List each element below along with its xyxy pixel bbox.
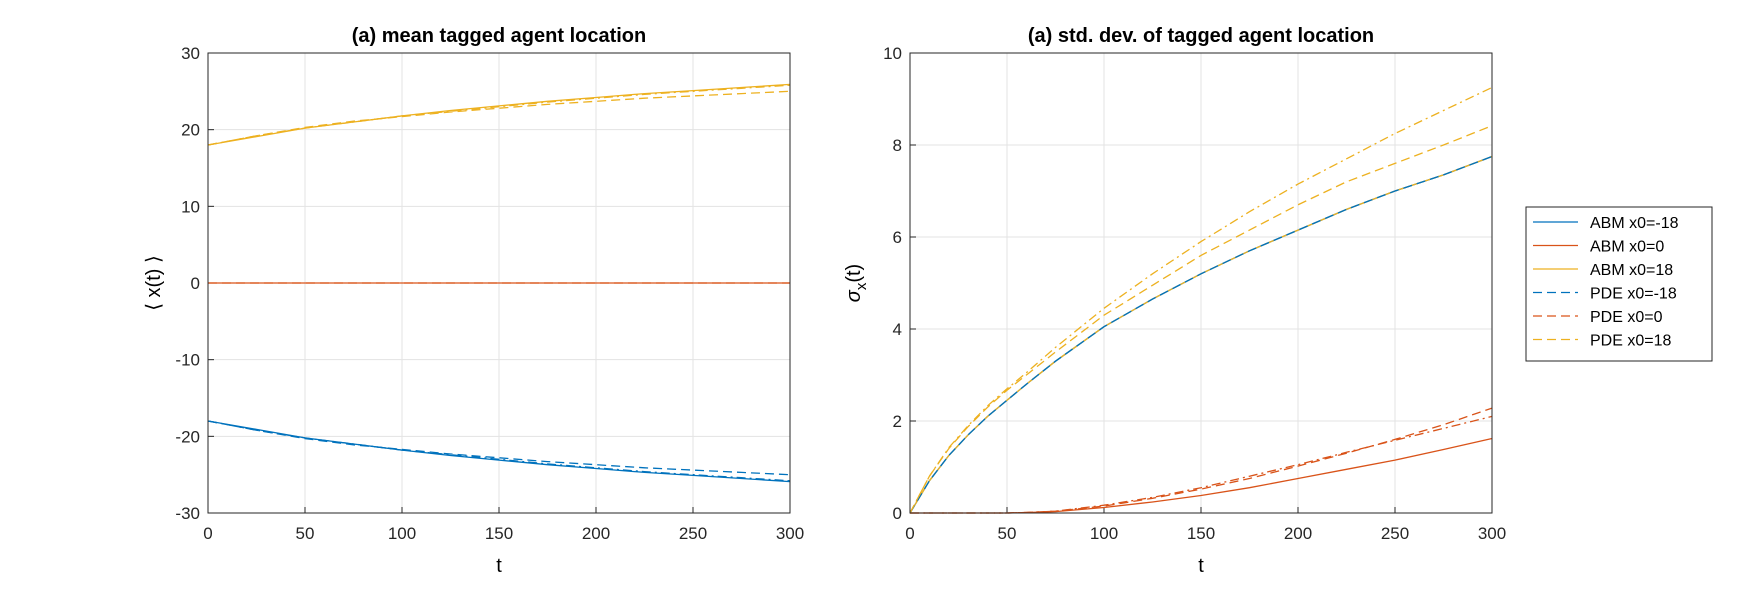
y-tick-labels-std: 0 2 4 6 8 10 bbox=[883, 44, 902, 523]
series-group-mean bbox=[207, 83, 791, 483]
series-line-std-pde-x0-18 bbox=[909, 155, 1493, 514]
series-line-std-pde-x0-18 bbox=[909, 125, 1493, 514]
x-tick-label: 0 bbox=[905, 524, 914, 543]
y-tick-label: 10 bbox=[181, 197, 200, 216]
y-axis-label-sigma: σ bbox=[843, 289, 865, 302]
legend-box bbox=[1525, 206, 1713, 362]
y-tick-label: 4 bbox=[893, 320, 902, 339]
x-tick-label: 100 bbox=[1090, 524, 1118, 543]
legend-entry-label: ABM x0=18 bbox=[1590, 262, 1673, 279]
y-tick-label: 6 bbox=[893, 228, 902, 247]
x-tick-label: 200 bbox=[582, 524, 610, 543]
x-axis-label-mean: t bbox=[496, 555, 502, 577]
y-axis-label-mean: ⟨ x(t) ⟩ bbox=[143, 255, 165, 311]
series-line-mean-pde-x0-18 bbox=[207, 420, 791, 476]
plot-border-std bbox=[909, 52, 1493, 514]
legend-entry-label: PDE x0=0 bbox=[1590, 309, 1663, 326]
legend-entry-label: ABM x0=-18 bbox=[1590, 215, 1679, 232]
y-tick-label: 10 bbox=[883, 44, 902, 63]
legend-entry-label: ABM x0=0 bbox=[1590, 239, 1664, 256]
x-tick-label: 200 bbox=[1284, 524, 1312, 543]
x-tick-label: 0 bbox=[203, 524, 212, 543]
std-dev-plot: 0 50 100 150 200 250 300 0 2 4 6 8 10 (a) std. dev.… bbox=[843, 25, 1506, 577]
y-tick-label: 2 bbox=[893, 412, 902, 431]
x-tick-label: 50 bbox=[296, 524, 315, 543]
series-line-mean-extra-7 bbox=[207, 84, 791, 146]
y-tick-label: -20 bbox=[175, 427, 200, 446]
series-line-std-extra-6 bbox=[910, 415, 1493, 514]
x-tick-label: 300 bbox=[776, 524, 804, 543]
x-tick-labels-std: 0 50 100 150 200 250 300 bbox=[905, 524, 1506, 543]
y-tick-label: 20 bbox=[181, 121, 200, 140]
y-axis-label-tail: (t) bbox=[843, 264, 865, 283]
x-axis-label-std: t bbox=[1198, 555, 1204, 577]
legend: ABM x0=-18 ABM x0=0 ABM x0=18 PDE x0=-18 PDE… bbox=[1525, 206, 1713, 362]
y-tick-label: -10 bbox=[175, 351, 200, 370]
y-tick-label: 8 bbox=[893, 136, 902, 155]
x-tick-label: 50 bbox=[998, 524, 1017, 543]
series-line-std-extra-7 bbox=[909, 86, 1493, 514]
y-axis-label-std: σx(t) bbox=[843, 264, 870, 302]
mean-location-plot: 0 50 100 150 200 250 300 -30 -20 -10 0 10 20 30 (a) … bbox=[143, 25, 804, 577]
series-line-mean-extra-6 bbox=[207, 420, 791, 482]
legend-entry-label: PDE x0=-18 bbox=[1590, 286, 1677, 303]
series-line-mean-pde-x0-18 bbox=[207, 90, 791, 146]
chart-title-std: (a) std. dev. of tagged agent location bbox=[1028, 25, 1374, 47]
y-axis-label-subscript: x bbox=[853, 282, 870, 290]
plot-border-mean bbox=[207, 52, 791, 514]
x-tick-label: 100 bbox=[388, 524, 416, 543]
y-tick-labels-mean: -30 -20 -10 0 10 20 30 bbox=[175, 44, 200, 523]
y-tick-label: 30 bbox=[181, 44, 200, 63]
x-tick-labels-mean: 0 50 100 150 200 250 300 bbox=[203, 524, 804, 543]
x-tick-label: 150 bbox=[1187, 524, 1215, 543]
y-tick-label: 0 bbox=[893, 504, 902, 523]
x-tick-label: 250 bbox=[679, 524, 707, 543]
legend-entry-label: PDE x0=18 bbox=[1590, 333, 1671, 350]
x-tick-label: 300 bbox=[1478, 524, 1506, 543]
x-tick-label: 150 bbox=[485, 524, 513, 543]
y-tick-label: -30 bbox=[175, 504, 200, 523]
x-tick-label: 250 bbox=[1381, 524, 1409, 543]
chart-title-mean: (a) mean tagged agent location bbox=[352, 25, 646, 47]
y-tick-label: 0 bbox=[191, 274, 200, 293]
